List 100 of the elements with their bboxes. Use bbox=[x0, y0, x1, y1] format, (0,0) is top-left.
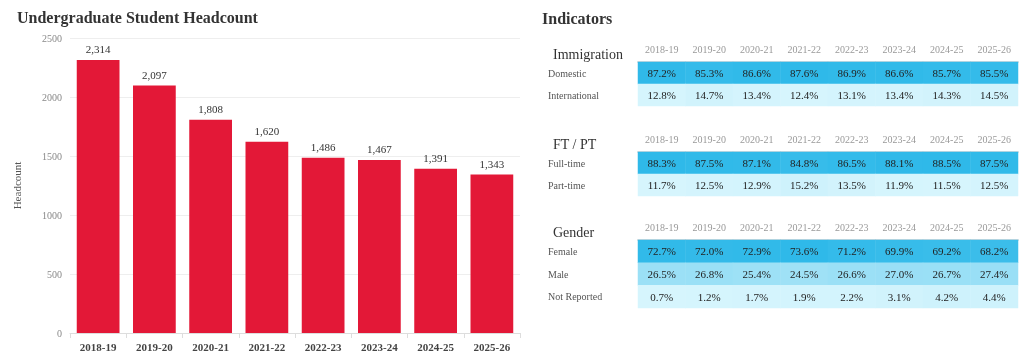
x-tick-label: 2021-22 bbox=[787, 43, 821, 55]
x-tick-label: 2020-21 bbox=[740, 221, 774, 233]
data-label: 13.5% bbox=[837, 179, 866, 191]
x-tick-label: 2020-21 bbox=[192, 340, 229, 353]
data-label: 27.4% bbox=[980, 268, 1009, 280]
data-label: 72.0% bbox=[695, 245, 724, 258]
data-label: 85.7% bbox=[932, 67, 961, 79]
data-label: 11.9% bbox=[885, 179, 914, 191]
data-label: 27.0% bbox=[885, 268, 914, 280]
data-label: 1,343 bbox=[479, 158, 505, 171]
x-tick-label: 2022-23 bbox=[835, 221, 869, 233]
x-tick-label: 2019-20 bbox=[692, 133, 726, 145]
data-label: 68.2% bbox=[980, 245, 1009, 258]
data-label: 0.7% bbox=[650, 290, 674, 303]
data-label: 1.7% bbox=[745, 290, 769, 303]
x-tick-label: 2025-26 bbox=[977, 133, 1011, 145]
data-label: 24.5% bbox=[790, 268, 819, 280]
x-tick-label: 2025-26 bbox=[977, 43, 1011, 55]
data-label: 1,391 bbox=[423, 152, 448, 165]
data-label: 11.7% bbox=[647, 179, 676, 191]
data-label: 86.9% bbox=[837, 67, 866, 79]
y-tick-label: 2500 bbox=[42, 32, 62, 44]
x-tick-label: 2024-25 bbox=[930, 43, 964, 55]
data-label: 12.5% bbox=[695, 179, 724, 191]
x-tick-label: 2022-23 bbox=[835, 133, 869, 145]
bar bbox=[358, 159, 401, 333]
text: Indicators bbox=[542, 10, 613, 28]
data-label: 4.2% bbox=[935, 290, 959, 303]
x-tick-label: 2024-25 bbox=[930, 133, 964, 145]
y-tick-label: Female bbox=[548, 245, 578, 257]
data-label: 87.1% bbox=[742, 157, 771, 169]
data-label: 26.8% bbox=[695, 268, 724, 280]
data-label: 2,097 bbox=[142, 69, 168, 82]
data-label: 88.3% bbox=[647, 157, 676, 169]
x-tick-label: 2022-23 bbox=[304, 340, 342, 353]
y-tick-label: Domestic bbox=[548, 67, 587, 79]
x-tick-label: 2020-21 bbox=[740, 133, 774, 145]
x-tick-label: 2019-20 bbox=[692, 221, 726, 233]
bar bbox=[470, 174, 514, 333]
x-tick-label: 2025-26 bbox=[473, 340, 511, 353]
bar bbox=[245, 141, 289, 333]
data-label: 15.2% bbox=[790, 179, 819, 191]
x-tick-label: 2023-24 bbox=[882, 43, 916, 55]
y-tick-label: 0 bbox=[57, 327, 62, 339]
data-label: 86.5% bbox=[837, 157, 866, 169]
data-label: 26.5% bbox=[647, 268, 676, 280]
data-label: 4.4% bbox=[982, 290, 1006, 303]
data-label: 1,808 bbox=[198, 103, 224, 116]
data-label: 12.9% bbox=[742, 179, 771, 191]
data-label: 1,620 bbox=[254, 125, 280, 138]
data-label: 87.6% bbox=[790, 67, 819, 79]
x-tick-label: 2019-20 bbox=[692, 43, 726, 55]
data-label: 85.3% bbox=[695, 67, 724, 79]
data-label: 14.5% bbox=[980, 89, 1009, 101]
x-tick-label: 2024-25 bbox=[417, 340, 455, 353]
data-label: 14.7% bbox=[695, 89, 724, 101]
x-tick-label: 2023-24 bbox=[882, 133, 916, 145]
data-label: 26.7% bbox=[932, 268, 961, 280]
bar bbox=[301, 157, 345, 333]
x-tick-label: 2019-20 bbox=[136, 340, 174, 353]
data-label: 26.6% bbox=[837, 268, 866, 280]
data-label: 14.3% bbox=[932, 89, 961, 101]
data-label: 69.9% bbox=[885, 245, 914, 258]
x-tick-label: 2018-19 bbox=[645, 43, 679, 55]
data-label: 87.5% bbox=[980, 157, 1009, 169]
data-label: 87.5% bbox=[695, 157, 724, 169]
data-label: 1.9% bbox=[792, 290, 816, 303]
data-label: 88.1% bbox=[885, 157, 914, 169]
chart-title: Gender bbox=[553, 224, 595, 240]
bar bbox=[414, 168, 457, 333]
y-tick-label: 500 bbox=[47, 268, 62, 280]
data-label: 2.2% bbox=[840, 290, 864, 303]
chart-title: Immigration bbox=[553, 46, 623, 62]
data-label: 11.5% bbox=[932, 179, 961, 191]
bar bbox=[76, 59, 120, 333]
bar bbox=[189, 119, 232, 333]
data-label: 86.6% bbox=[742, 67, 771, 79]
data-label: 73.6% bbox=[790, 245, 819, 258]
data-label: 85.5% bbox=[980, 67, 1009, 79]
y-tick-label: 1000 bbox=[42, 209, 62, 221]
data-label: 12.8% bbox=[647, 89, 676, 101]
data-label: 12.5% bbox=[980, 179, 1009, 191]
data-label: 3.1% bbox=[887, 290, 911, 303]
x-tick-label: 2023-24 bbox=[882, 221, 916, 233]
x-tick-label: 2021-22 bbox=[787, 221, 821, 233]
data-label: 13.4% bbox=[885, 89, 914, 101]
data-label: 25.4% bbox=[742, 268, 771, 280]
data-label: 86.6% bbox=[885, 67, 914, 79]
data-label: 13.1% bbox=[837, 89, 866, 101]
data-label: 12.4% bbox=[790, 89, 819, 101]
y-tick-label: Male bbox=[548, 268, 570, 280]
data-label: 87.2% bbox=[647, 67, 676, 79]
chart-title: Undergraduate Student Headcount bbox=[17, 8, 259, 27]
y-tick-label: 2000 bbox=[42, 91, 62, 103]
x-tick-label: 2025-26 bbox=[977, 221, 1011, 233]
y-tick-label: International bbox=[548, 89, 600, 101]
x-tick-label: 2021-22 bbox=[248, 340, 286, 353]
data-label: 1,467 bbox=[367, 143, 393, 156]
y-tick-label: Part-time bbox=[548, 179, 586, 191]
y-tick-label: Not Reported bbox=[548, 291, 603, 303]
